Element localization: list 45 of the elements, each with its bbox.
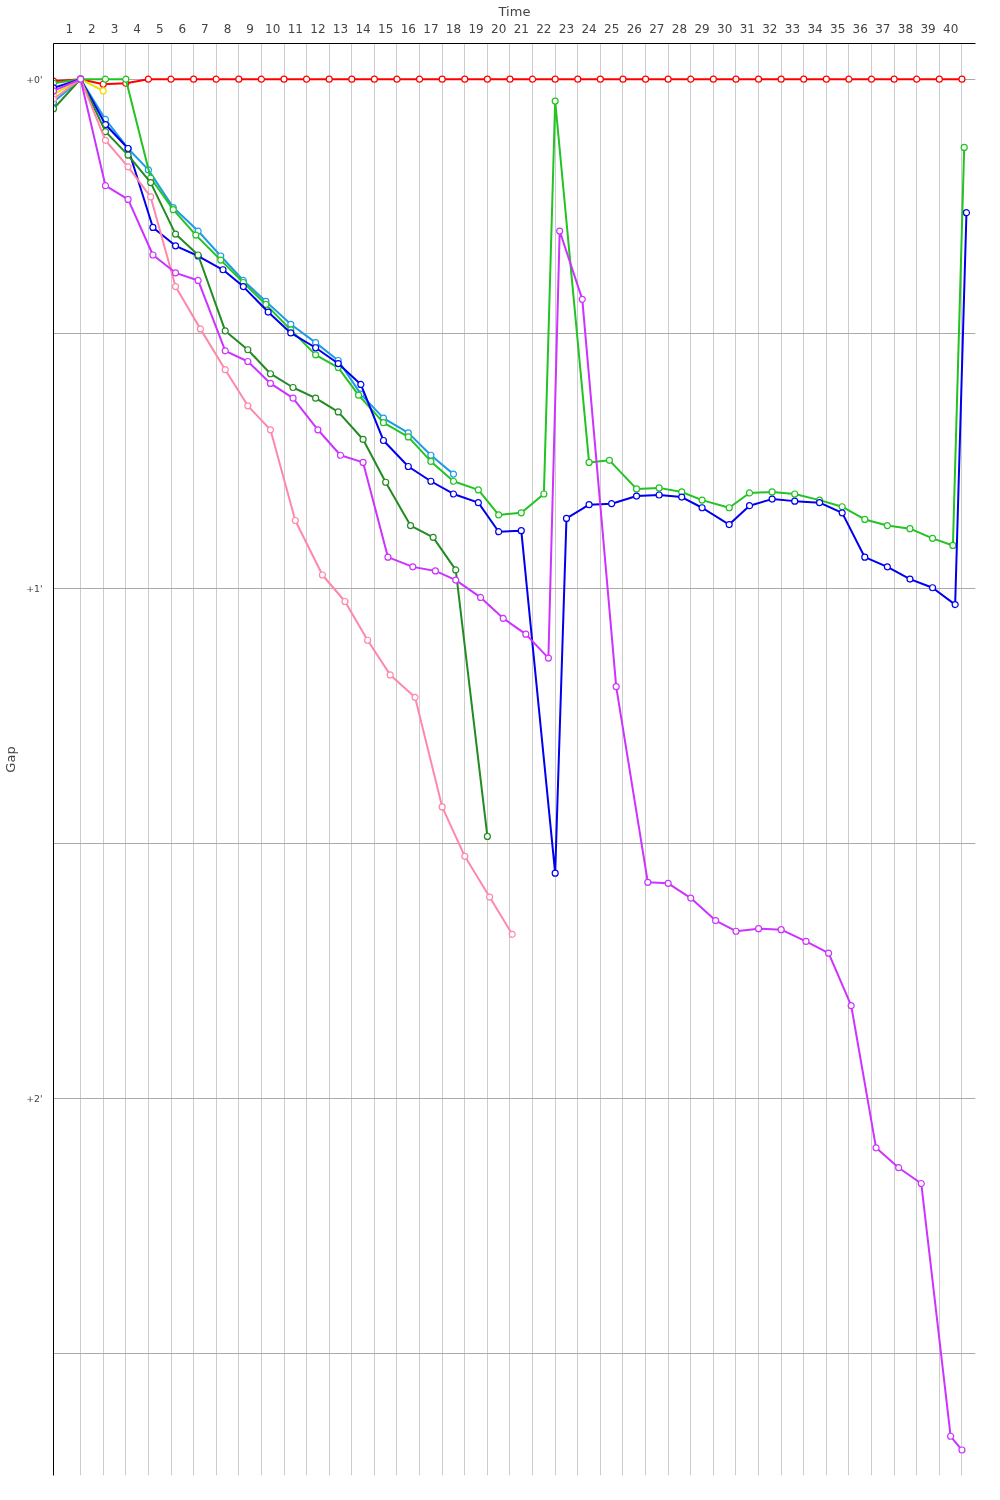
x-tick-label: 29 bbox=[694, 21, 710, 36]
x-tick-label: 9 bbox=[246, 21, 254, 36]
x-tick-label: 40 bbox=[943, 21, 959, 36]
x-tick-label: 38 bbox=[897, 21, 914, 36]
x-tick-label: 31 bbox=[739, 21, 755, 36]
x-tick-label: 32 bbox=[762, 21, 778, 36]
x-tick-label: 18 bbox=[445, 21, 462, 36]
x-tick-label: 27 bbox=[649, 21, 665, 36]
x-tick-label: 13 bbox=[332, 21, 349, 36]
y-axis-title: Gap bbox=[3, 746, 19, 773]
x-tick-label: 4 bbox=[133, 21, 141, 36]
x-tick-label: 6 bbox=[178, 21, 187, 36]
y-tick-label: +2' bbox=[26, 1092, 43, 1104]
x-tick-label: 7 bbox=[201, 21, 209, 36]
x-tick-label: 15 bbox=[378, 21, 394, 36]
x-tick-label: 2 bbox=[88, 21, 96, 36]
x-tick-label: 35 bbox=[830, 21, 846, 36]
x-tick-label: 39 bbox=[920, 21, 936, 36]
x-tick-label: 3 bbox=[110, 21, 119, 36]
x-tick-label: 37 bbox=[875, 21, 891, 36]
x-tick-label: 25 bbox=[604, 21, 620, 36]
x-tick-label: 12 bbox=[310, 21, 326, 36]
x-tick-label: 34 bbox=[807, 21, 823, 36]
y-tick-label: +0' bbox=[26, 73, 43, 85]
x-tick-label: 22 bbox=[536, 21, 552, 36]
x-tick-label: 1 bbox=[65, 21, 74, 36]
x-axis-title: Time bbox=[497, 3, 531, 19]
x-tick-label: 36 bbox=[852, 21, 868, 36]
x-tick-label: 21 bbox=[513, 21, 529, 36]
x-tick-label: 26 bbox=[626, 21, 642, 36]
x-tick-label: 23 bbox=[558, 21, 575, 36]
x-tick-label: 19 bbox=[468, 21, 484, 36]
x-tick-label: 14 bbox=[355, 21, 371, 36]
x-tick-label: 10 bbox=[265, 21, 281, 36]
x-tick-label: 8 bbox=[223, 21, 232, 36]
x-tick-label: 16 bbox=[400, 21, 416, 36]
x-tick-label: 11 bbox=[287, 21, 303, 36]
x-tick-label: 30 bbox=[717, 21, 733, 36]
x-tick-label: 20 bbox=[491, 21, 507, 36]
x-tick-label: 28 bbox=[671, 21, 688, 36]
x-tick-label: 5 bbox=[155, 21, 164, 36]
x-tick-label: 24 bbox=[581, 21, 597, 36]
y-tick-label: +1' bbox=[26, 583, 43, 595]
x-tick-label: 17 bbox=[423, 21, 439, 36]
x-tick-label: 33 bbox=[784, 21, 801, 36]
